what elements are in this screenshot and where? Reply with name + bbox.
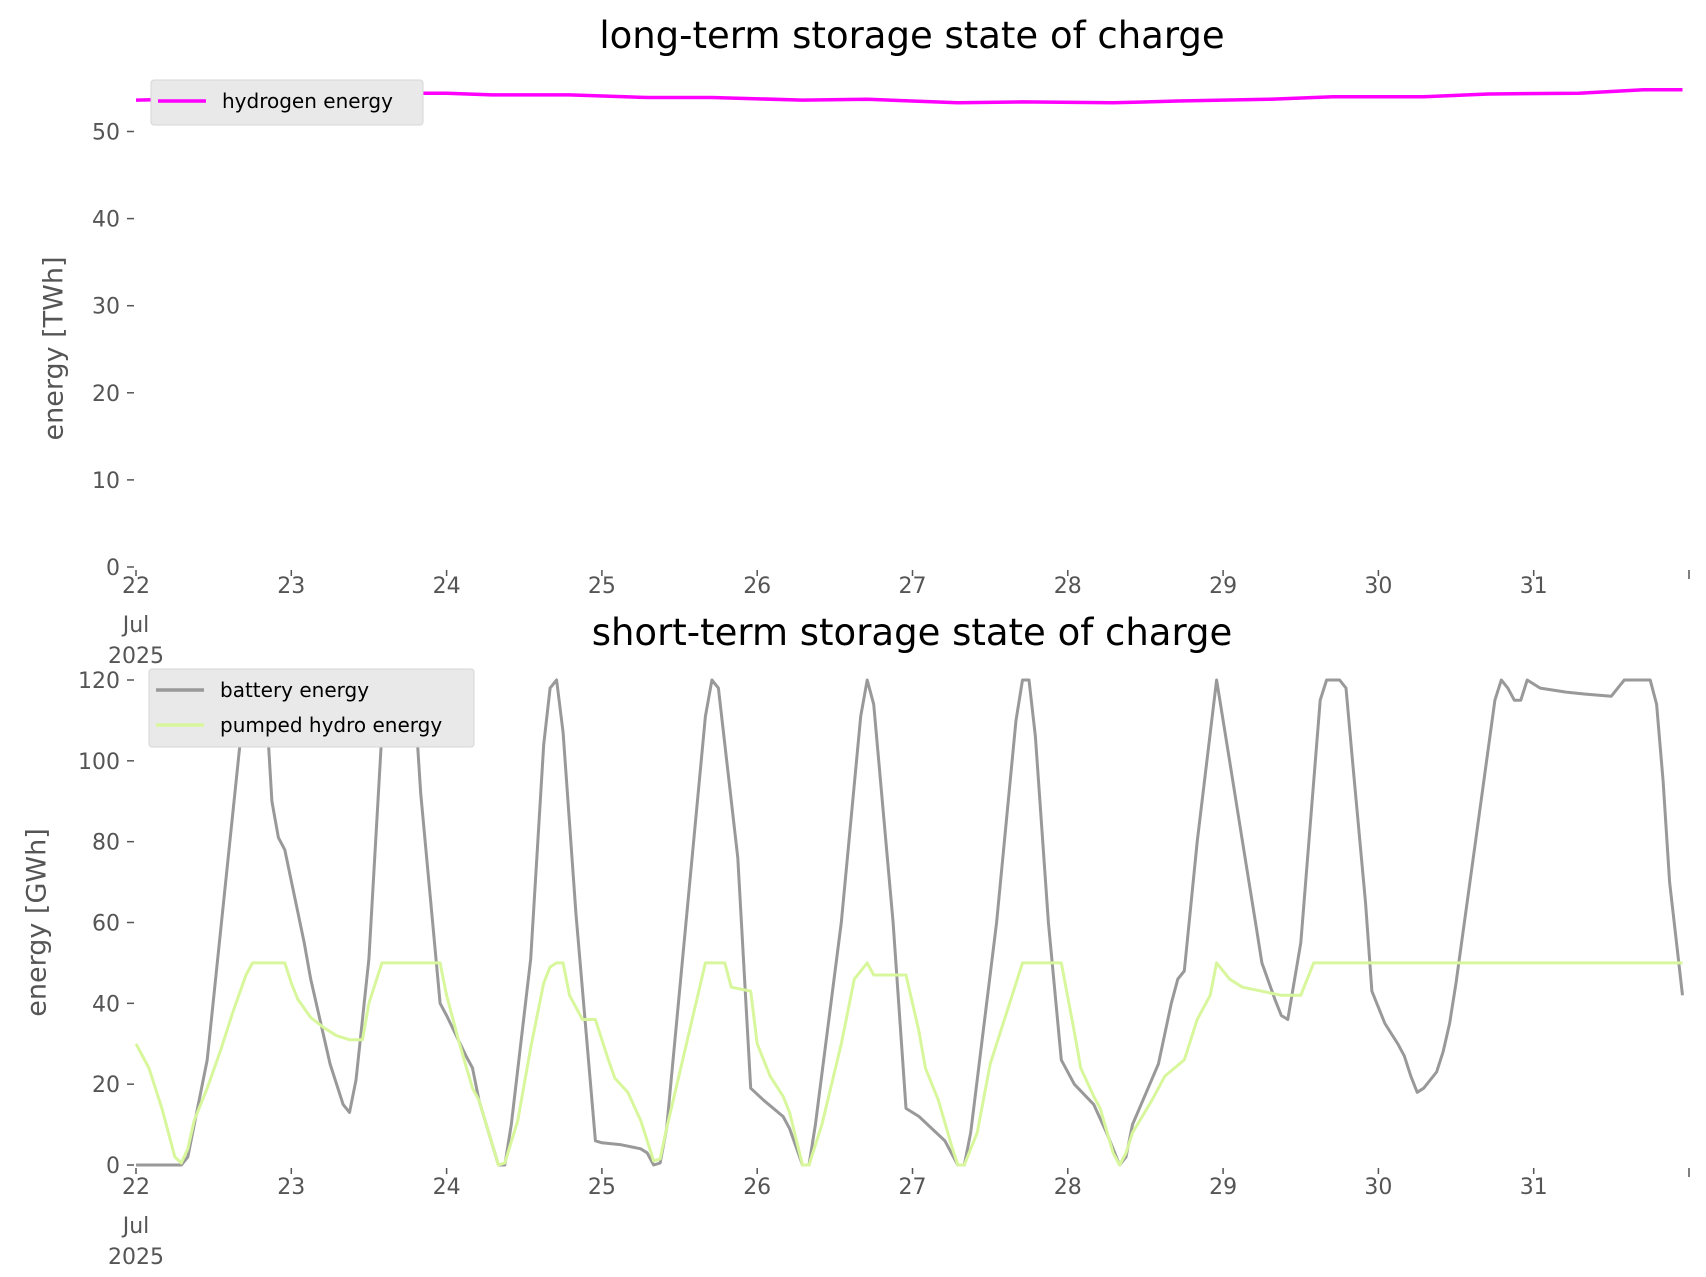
y-tick-label: 80 (92, 831, 120, 856)
chart-title: long-term storage state of charge (599, 14, 1224, 57)
legend-label: pumped hydro energy (220, 713, 442, 737)
x-tick-label: 31 (1520, 1175, 1548, 1200)
y-tick-label: 100 (78, 750, 120, 775)
legend-label: hydrogen energy (222, 89, 393, 113)
long-term-chart: long-term storage state of charge energy … (39, 14, 1690, 669)
x-tick-label: 27 (899, 574, 927, 599)
x-tick-label: 24 (433, 1175, 461, 1200)
x-tick-sublabel: Jul (121, 1214, 150, 1239)
chart-title: short-term storage state of charge (592, 611, 1233, 654)
y-tick-label: 10 (92, 469, 120, 494)
y-tick-label: 20 (92, 382, 120, 407)
x-tick-label: 29 (1209, 574, 1237, 599)
x-tick-label: 28 (1054, 1175, 1082, 1200)
legend-label: battery energy (220, 678, 369, 702)
x-tick-label: 23 (277, 1175, 305, 1200)
y-tick-label: 30 (92, 295, 120, 320)
hydrogen-energy-line (135, 87, 1683, 105)
x-tick-label: 24 (433, 574, 461, 599)
y-tick-label: 120 (78, 669, 120, 694)
x-tick-label: 27 (899, 1175, 927, 1200)
x-tick-label: 28 (1054, 574, 1082, 599)
x-tick-label: 29 (1209, 1175, 1237, 1200)
x-tick-label: 23 (277, 574, 305, 599)
y-tick-label: 0 (106, 1154, 120, 1179)
y-tick-label: 0 (106, 556, 120, 581)
x-tick-sublabel: 2025 (108, 1245, 164, 1270)
pumped-hydro-energy-line (134, 961, 1683, 1167)
x-tick-label: 26 (743, 1175, 771, 1200)
y-tick-label: 60 (92, 912, 120, 937)
y-axis-label: energy [GWh] (22, 828, 53, 1016)
x-tick-label: 31 (1520, 574, 1548, 599)
short-term-chart: short-term storage state of charge energy… (22, 611, 1690, 1270)
x-tick-label: 25 (588, 1175, 616, 1200)
x-tick-label: 22 (122, 574, 150, 599)
y-tick-label: 50 (92, 121, 120, 146)
legend: battery energy pumped hydro energy (148, 668, 475, 748)
x-tick-label: 26 (743, 574, 771, 599)
x-tick-sublabel: 2025 (108, 644, 164, 669)
y-tick-label: 40 (92, 208, 120, 233)
battery-energy-line (136, 678, 1684, 1167)
x-tick-label: 30 (1364, 1175, 1392, 1200)
y-axis-label: energy [TWh] (39, 256, 70, 440)
y-tick-label: 40 (92, 992, 120, 1017)
y-tick-label: 20 (92, 1073, 120, 1098)
x-tick-sublabel: Jul (121, 613, 150, 638)
x-tick-label: 25 (588, 574, 616, 599)
x-tick-label: 30 (1364, 574, 1392, 599)
x-tick-label: 22 (122, 1175, 150, 1200)
legend-box (150, 79, 424, 126)
legend-box (148, 668, 475, 748)
legend: hydrogen energy (150, 79, 424, 126)
